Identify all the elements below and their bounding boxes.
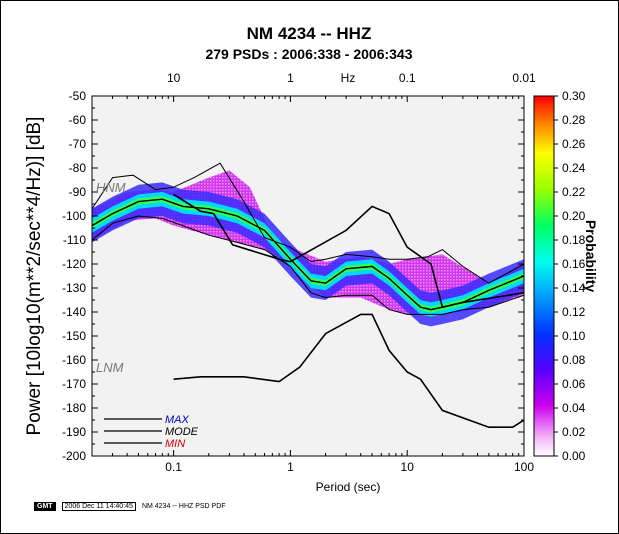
x-tick-label: 1: [287, 460, 294, 474]
colorbar-axis: 0.00 0.02 0.04 0.06 0.08 0.10 0.12 0.14 0.16 0.18…: [554, 89, 586, 463]
y-tick-label: -130: [62, 281, 86, 295]
colorbar-tick-label: 0.16: [562, 257, 586, 271]
x-tick-label: 10: [401, 460, 415, 474]
y-tick-label: -200: [62, 449, 86, 463]
top-frequency-axis: 10 1 0.1 0.01: [167, 71, 536, 85]
colorbar-tick-label: 0.30: [562, 89, 586, 103]
top-tick-label: 1: [287, 71, 294, 85]
y-tick-label: -190: [62, 425, 86, 439]
y-tick-label: -120: [62, 257, 86, 271]
colorbar: [533, 95, 555, 457]
gmt-logo: GMT: [34, 502, 56, 511]
y-tick-label: -80: [69, 161, 87, 175]
series-line-mode: [92, 198, 524, 311]
colorbar-tick-label: 0.10: [562, 329, 586, 343]
top-tick-label: 0.01: [512, 71, 536, 85]
y-tick-label: -60: [69, 113, 87, 127]
series-line-min: [92, 215, 524, 315]
y-tick-label: -180: [62, 401, 86, 415]
probability-density-band: [92, 170, 524, 327]
model-line-nlnm: [173, 313, 524, 429]
colorbar-label: Probability: [583, 220, 599, 293]
chart-title: NM 4234 -- HHZ: [247, 24, 372, 43]
y-tick-label: -140: [62, 305, 86, 319]
chart-subtitle: 279 PSDs : 2006:338 - 2006:343: [205, 46, 412, 62]
colorbar-tick-label: 0.28: [562, 113, 586, 127]
footer-caption: NM 4234 -- HHZ PSD PDF: [141, 503, 226, 510]
y-tick-label: -170: [62, 377, 86, 391]
colorbar-tick-label: 0.06: [562, 377, 586, 391]
colorbar-tick-label: 0.24: [562, 161, 586, 175]
footer: GMT 2006 Dec 11 14:40:45 NM 4234 -- HHZ …: [34, 502, 226, 511]
top-axis-label: Hz: [341, 71, 356, 85]
top-tick-label: 10: [167, 71, 181, 85]
colorbar-tick-label: 0.22: [562, 185, 586, 199]
y-axis: -200 -190 -180 -170 -160 -150 -140 -130 -120 -110…: [62, 89, 524, 463]
y-axis-label: Power [10log10(m**2/sec**4/Hz)] [dB]: [24, 117, 45, 436]
colorbar-tick-label: 0.02: [562, 425, 586, 439]
colorbar-tick-label: 0.26: [562, 137, 586, 151]
lnm-label: LNM: [96, 360, 124, 375]
colorbar-tick-label: 0.12: [562, 305, 586, 319]
statistic-lines: [92, 162, 524, 429]
y-tick-label: -70: [69, 137, 87, 151]
y-tick-label: -100: [62, 209, 86, 223]
colorbar-tick-label: 0.04: [562, 401, 586, 415]
x-tick-label: 0.1: [165, 460, 182, 474]
y-tick-label: -160: [62, 353, 86, 367]
series-line-max: [92, 162, 524, 284]
hnm-label: HNM: [96, 180, 126, 195]
y-tick-label: -50: [69, 89, 87, 103]
model-line-nhnm: [173, 193, 524, 309]
colorbar-tick-label: 0.20: [562, 209, 586, 223]
x-axis-label: Period (sec): [316, 480, 381, 494]
y-tick-label: -150: [62, 329, 86, 343]
colorbar-tick-label: 0.14: [562, 281, 586, 295]
footer-timestamp: 2006 Dec 11 14:40:45: [61, 502, 136, 511]
colorbar-tick-label: 0.00: [562, 449, 586, 463]
y-tick-label: -110: [63, 233, 86, 247]
legend-label: MIN: [165, 438, 185, 450]
top-tick-label: 0.1: [399, 71, 416, 85]
band-mid: [92, 182, 524, 327]
y-tick-label: -90: [69, 185, 87, 199]
legend-label: MODE: [165, 426, 199, 438]
colorbar-tick-label: 0.18: [562, 233, 586, 247]
x-tick-label: 100: [514, 460, 534, 474]
legend-label: MAX: [165, 414, 190, 426]
colorbar-tick-label: 0.08: [562, 353, 586, 367]
